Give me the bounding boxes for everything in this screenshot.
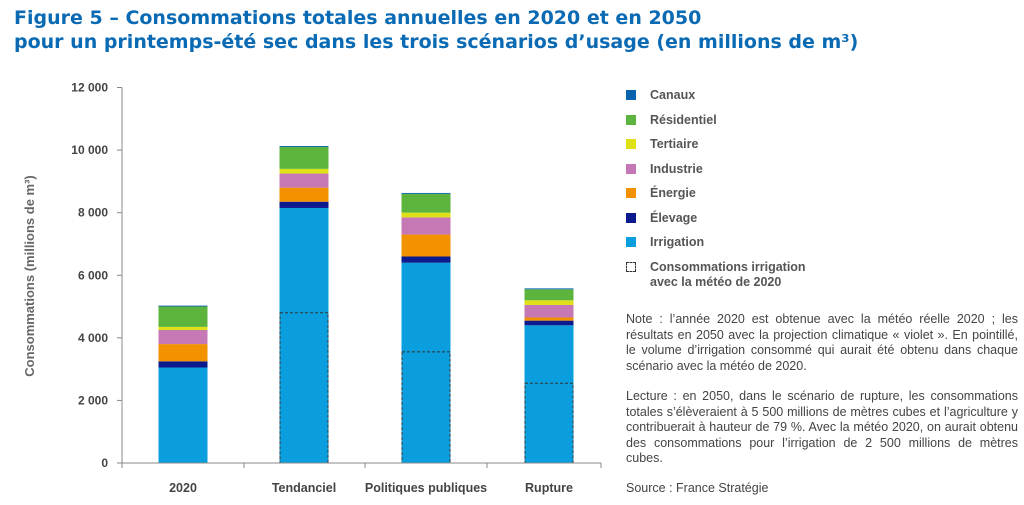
bar-segment — [158, 330, 208, 345]
bar-segment — [158, 361, 208, 368]
bar-segment — [401, 256, 451, 263]
bar-segment — [279, 187, 329, 202]
legend-label: Canaux — [650, 88, 696, 102]
y-tick-label: 12 000 — [71, 81, 108, 95]
bar-segment — [524, 300, 574, 305]
bar-stack — [401, 192, 451, 464]
legend-item-energie: Énergie — [626, 186, 696, 204]
x-tick-label: Rupture — [525, 481, 573, 495]
bar-segment — [158, 367, 208, 463]
bars — [158, 146, 574, 464]
legend-item-industrie: Industrie — [626, 162, 703, 180]
x-tick-label: 2020 — [169, 481, 197, 495]
bar-segment — [279, 146, 329, 169]
legend-swatch — [626, 90, 636, 100]
bar-segment — [401, 212, 451, 218]
bar-stack — [158, 305, 208, 463]
bar-segment — [158, 306, 208, 327]
chart-title-line2: pour un printemps-été sec dans les trois… — [14, 31, 859, 53]
bar-segment — [279, 207, 329, 463]
legend-swatch — [626, 139, 636, 149]
legend-swatch — [626, 212, 636, 223]
chart-reading-note: Lecture : en 2050, dans le scénario de r… — [626, 389, 1018, 465]
bar-stack — [279, 146, 329, 464]
bar-stack — [524, 288, 574, 464]
legend-label: Élevage — [650, 210, 698, 225]
bar-segment — [524, 325, 574, 463]
legend-label: Résidentiel — [650, 112, 717, 127]
y-tick-label: 6 000 — [78, 268, 108, 282]
legend-swatch — [626, 114, 636, 125]
legend-label-line1: Consommations irrigation — [650, 259, 806, 274]
legend-label: Tertiaire — [650, 137, 699, 151]
bar-segment — [524, 288, 574, 290]
bar-segment — [401, 234, 451, 257]
legend-label: Énergie — [650, 186, 696, 200]
bar-segment — [279, 173, 329, 188]
legend-swatch — [626, 188, 636, 198]
y-axis-label: Consommations (millions de m³) — [22, 175, 37, 377]
y-tick-label: 10 000 — [71, 143, 108, 157]
bar-segment — [524, 304, 574, 318]
legend-item-irrigation-meteo-2020: Consommations irrigation avec la météo d… — [626, 260, 806, 292]
bar-segment — [524, 320, 574, 326]
bar-segment — [401, 193, 451, 213]
bar-segment — [401, 192, 451, 194]
legend-item-tertiaire: Tertiaire — [626, 137, 698, 155]
bar-segment — [524, 289, 574, 301]
legend-item-elevage: Élevage — [626, 211, 697, 229]
dashed-irrigation-box — [401, 351, 451, 464]
legend-label: Consommations irrigation avec la météo d… — [650, 260, 806, 290]
y-tick-label: 8 000 — [78, 206, 108, 220]
bar-segment — [279, 201, 329, 208]
x-tick-label: Tendanciel — [272, 481, 336, 495]
legend-item-residentiel: Résidentiel — [626, 113, 717, 131]
legend-label-line2: avec la météo de 2020 — [650, 274, 782, 289]
legend-label: Irrigation — [650, 235, 705, 249]
y-tick-label: 2 000 — [78, 393, 108, 407]
bar-segment — [158, 344, 208, 362]
bar-segment — [158, 305, 208, 307]
chart-note: Note : l’année 2020 est obtenue avec la … — [626, 312, 1018, 373]
bar-segment — [158, 326, 208, 331]
chart-title-line1: Figure 5 – Consommations totales annuell… — [14, 7, 702, 29]
bar-segment — [401, 217, 451, 235]
x-axis: 2020 Tendanciel Politiques publiques Ruptur… — [121, 462, 602, 495]
legend-label: Industrie — [650, 161, 703, 176]
bar-segment — [279, 168, 329, 174]
legend-item-irrigation: Irrigation — [626, 235, 704, 253]
legend-item-canaux: Canaux — [626, 88, 695, 106]
y-tick-label: 4 000 — [78, 331, 108, 345]
y-axis: 0 2 000 4 000 6 000 8 000 10 000 12 000 — [71, 81, 123, 470]
dashed-box-icon — [626, 261, 636, 272]
bar-segment — [279, 146, 329, 147]
x-tick-label: Politiques publiques — [365, 481, 487, 495]
stacked-bar-chart: 0 2 000 4 000 6 000 8 000 10 000 12 000 2020 Te… — [22, 81, 602, 495]
legend-swatch — [626, 163, 636, 174]
bar-segment — [401, 262, 451, 463]
y-tick-label: 0 — [101, 456, 108, 470]
bar-segment — [524, 317, 574, 321]
chart-title: Figure 5 – Consommations totales annuell… — [14, 6, 1014, 54]
legend-swatch — [626, 237, 636, 247]
chart-source: Source : France Stratégie — [626, 481, 769, 495]
